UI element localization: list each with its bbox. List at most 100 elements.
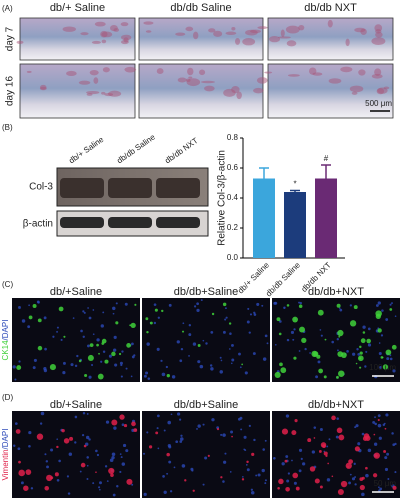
stain xyxy=(362,331,366,334)
nucleus xyxy=(273,457,276,460)
nucleus xyxy=(337,349,339,352)
y-tick-label: 0.0 xyxy=(227,253,239,262)
nucleus xyxy=(88,375,92,379)
stain xyxy=(166,373,170,378)
nucleus xyxy=(384,467,389,472)
stain xyxy=(319,485,323,489)
nucleus xyxy=(68,452,73,456)
stain xyxy=(111,351,116,357)
nucleus xyxy=(246,468,250,472)
nucleus xyxy=(357,352,361,356)
stain xyxy=(362,436,368,442)
nucleus xyxy=(179,418,182,421)
nucleus xyxy=(146,342,150,346)
nucleus xyxy=(346,350,349,353)
stain xyxy=(285,486,290,492)
band xyxy=(156,178,200,198)
nucleus xyxy=(264,482,267,485)
y-tick-label: 0.4 xyxy=(227,193,239,202)
stain xyxy=(96,343,99,347)
nucleus xyxy=(374,416,376,419)
stain xyxy=(101,338,107,344)
tissue-detail xyxy=(91,40,101,44)
stain xyxy=(392,485,397,490)
stain xyxy=(281,428,289,435)
scale-label: 500 μm xyxy=(365,99,392,108)
column-header: db/db+Saline xyxy=(174,399,239,411)
nucleus xyxy=(326,445,329,448)
nucleus xyxy=(98,486,101,489)
nucleus xyxy=(281,462,285,466)
nucleus xyxy=(86,464,89,467)
stain xyxy=(307,438,312,443)
stain-marker: Vimentin xyxy=(1,449,10,480)
nucleus xyxy=(293,328,296,331)
nucleus xyxy=(264,439,267,442)
tissue-detail xyxy=(120,22,129,27)
stain xyxy=(382,364,389,370)
nucleus xyxy=(362,325,366,329)
nucleus xyxy=(361,492,365,497)
nucleus xyxy=(389,303,392,306)
tissue-detail xyxy=(89,69,99,76)
nucleus xyxy=(313,426,317,429)
row-label: day 7 xyxy=(5,26,16,51)
stain xyxy=(286,304,290,307)
nucleus xyxy=(253,438,256,442)
panel-label: (B) xyxy=(2,123,13,132)
nucleus xyxy=(181,464,186,468)
nucleus xyxy=(222,480,225,483)
tissue-detail xyxy=(113,28,120,32)
nucleus xyxy=(223,460,227,464)
nucleus xyxy=(146,431,149,434)
nucleus xyxy=(384,456,388,460)
nucleus xyxy=(104,465,108,468)
nucleus xyxy=(106,480,109,483)
tissue-detail xyxy=(213,30,223,37)
nucleus xyxy=(224,452,227,455)
nucleus xyxy=(125,367,128,370)
nucleus xyxy=(88,438,91,441)
stain xyxy=(317,309,324,316)
column-header: db/db Saline xyxy=(170,2,231,14)
tissue-detail xyxy=(175,32,186,36)
nucleus xyxy=(28,444,31,448)
stain xyxy=(18,460,21,464)
nucleus xyxy=(88,316,92,320)
tissue-detail xyxy=(371,37,386,45)
nucleus xyxy=(179,440,183,443)
nucleus xyxy=(351,477,356,481)
nucleus xyxy=(315,375,319,379)
lane-label: db/+ Saline xyxy=(67,135,106,166)
stain xyxy=(56,445,59,449)
nucleus xyxy=(374,422,377,426)
nucleus xyxy=(113,348,117,352)
stain xyxy=(359,351,363,355)
nucleus xyxy=(33,358,37,362)
nucleus xyxy=(79,470,82,473)
tissue-detail xyxy=(200,80,215,84)
stain xyxy=(98,352,100,355)
nucleus xyxy=(354,426,357,429)
scale-label: 100 μm xyxy=(369,363,396,372)
tissue-detail xyxy=(374,68,382,76)
nucleus xyxy=(56,330,58,333)
column-header: db/+ Saline xyxy=(50,2,105,14)
nucleus xyxy=(202,339,205,342)
nucleus xyxy=(387,478,390,480)
tissue-detail xyxy=(185,26,194,32)
stain xyxy=(155,431,159,435)
band xyxy=(108,178,152,198)
tissue-detail xyxy=(242,37,256,46)
stain xyxy=(359,484,365,491)
tissue-detail xyxy=(223,88,236,97)
stain xyxy=(353,305,358,310)
nucleus xyxy=(202,483,205,486)
stain xyxy=(83,444,87,448)
stain-dapi: /DAPI xyxy=(1,320,10,341)
nucleus xyxy=(199,364,204,369)
nucleus xyxy=(283,306,286,309)
tissue-detail xyxy=(354,27,366,33)
tissue-detail xyxy=(345,38,350,47)
nucleus xyxy=(143,492,147,497)
